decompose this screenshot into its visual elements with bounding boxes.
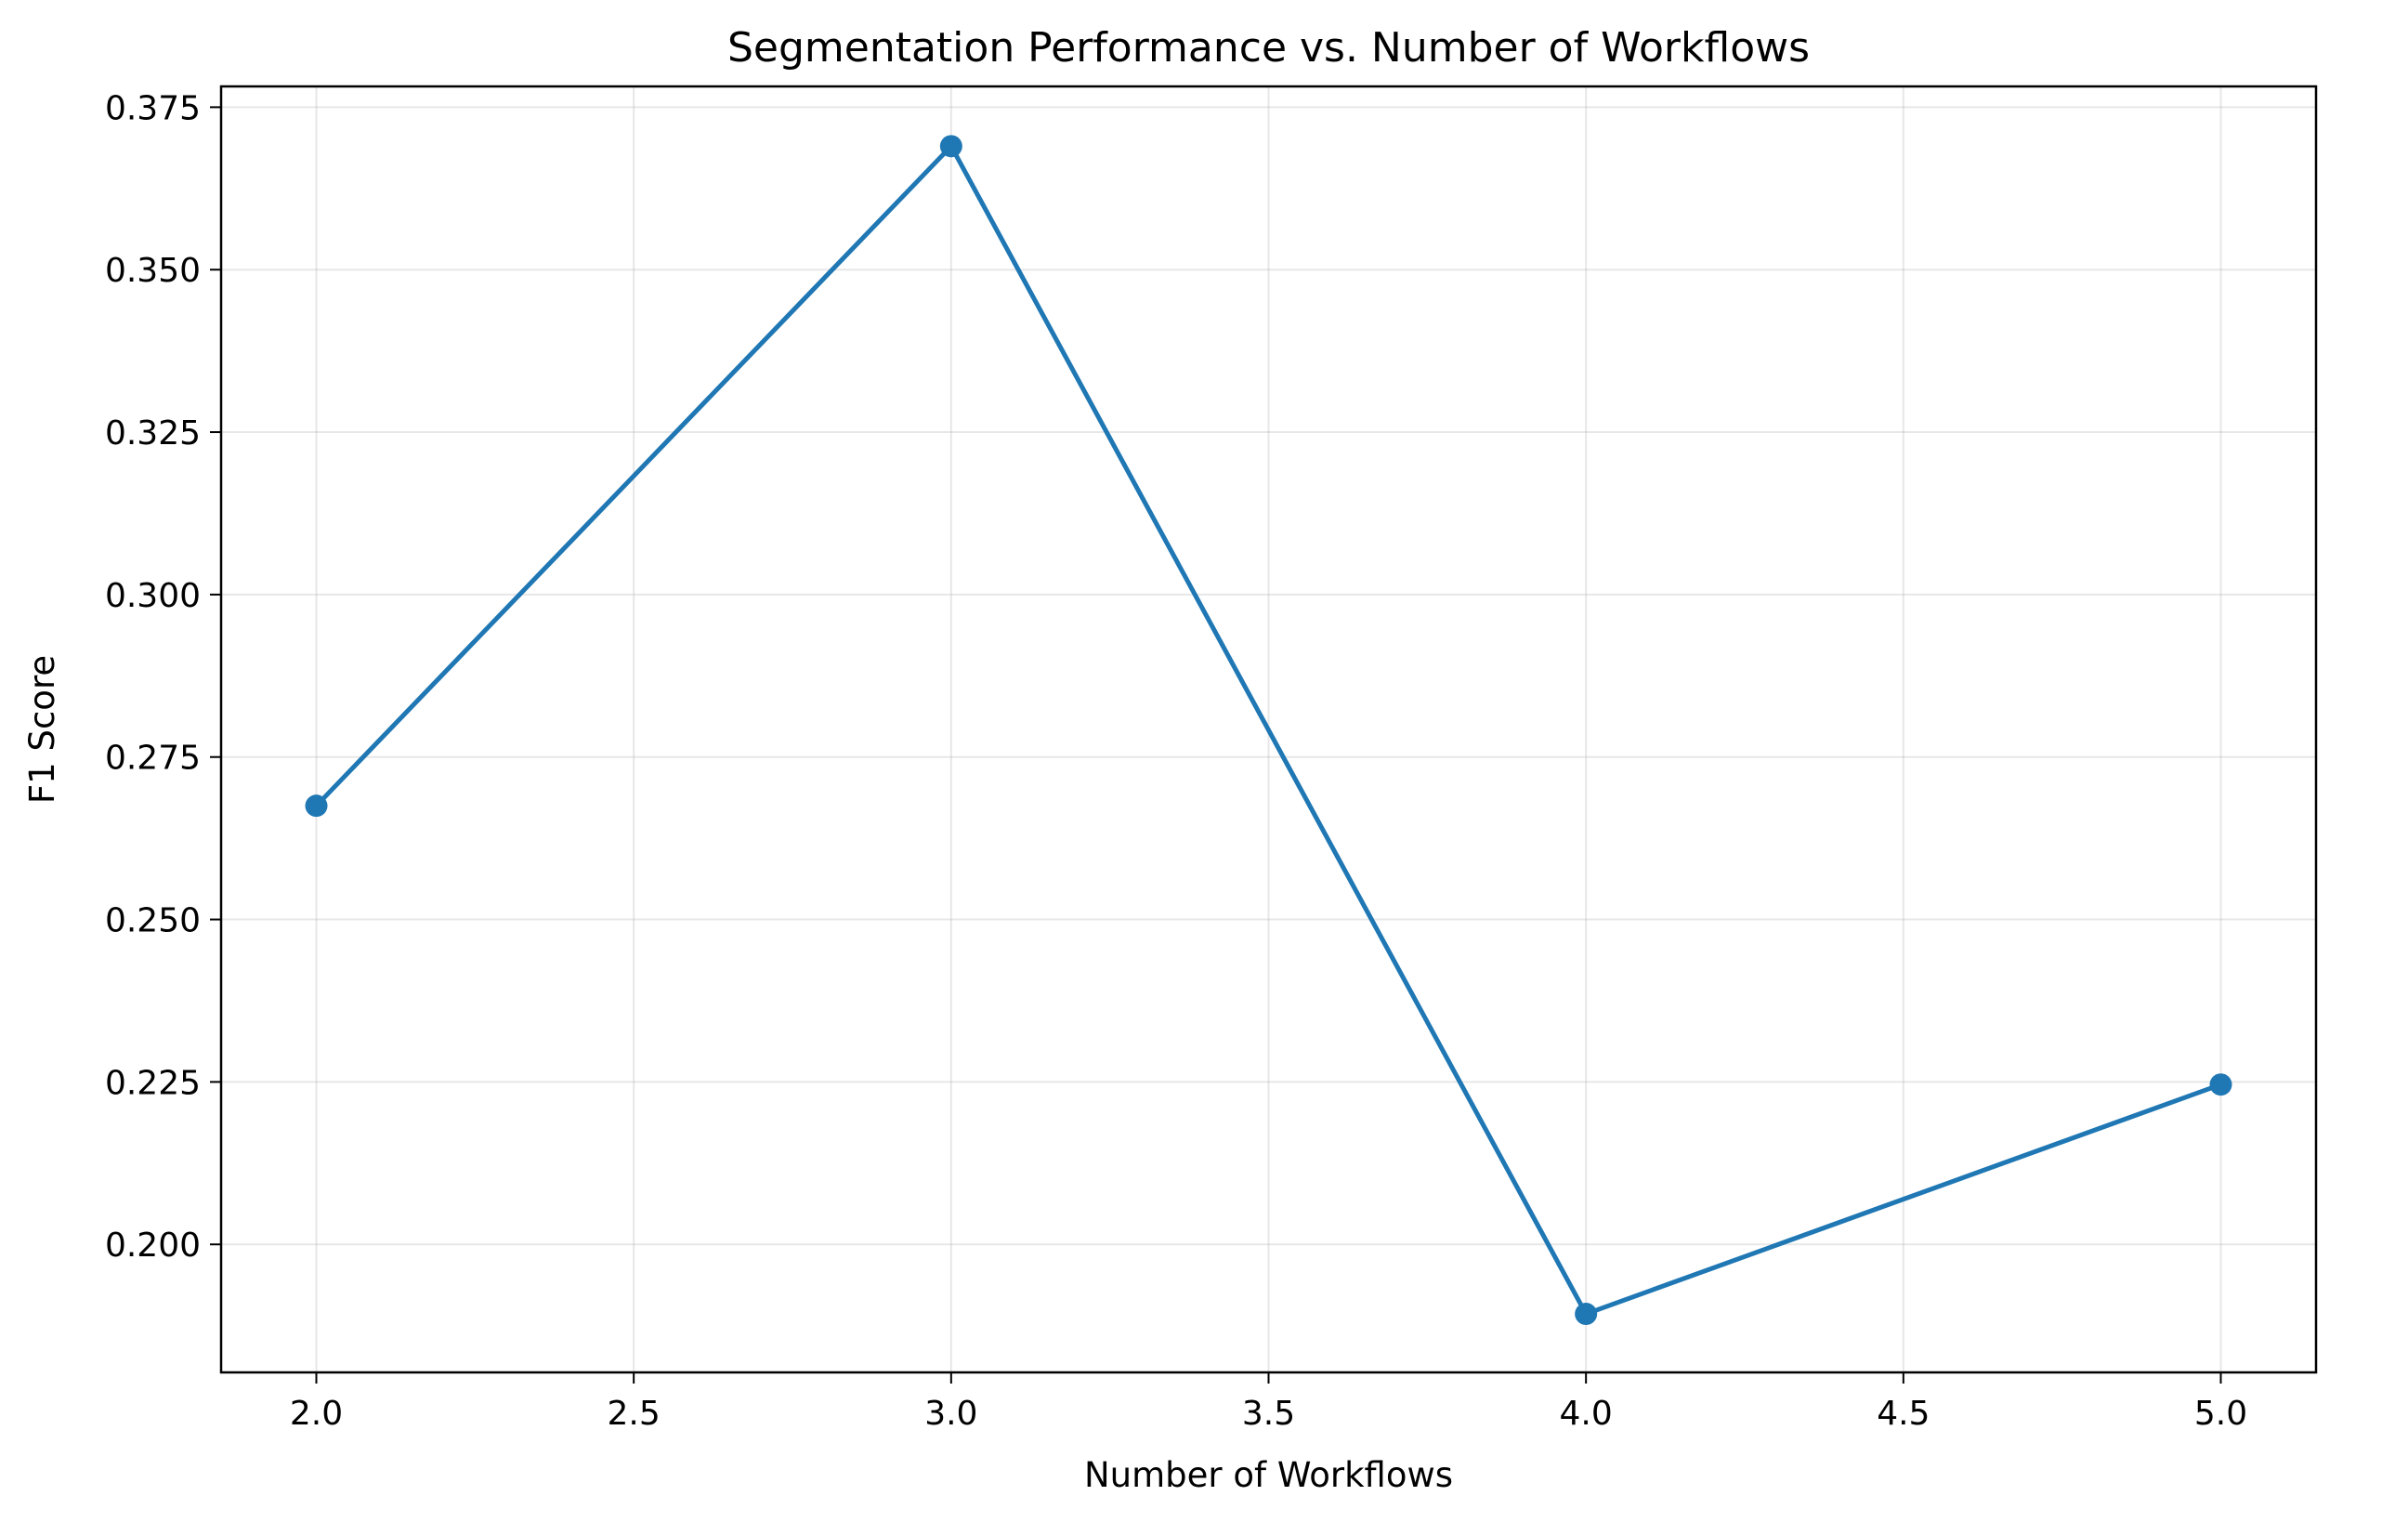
chart-title: Segmentation Performance vs. Number of W…	[727, 24, 1810, 72]
x-tick-label: 2.5	[608, 1395, 661, 1433]
data-point	[305, 794, 328, 818]
x-tick-label: 3.0	[924, 1395, 977, 1433]
x-axis-label: Number of Workflows	[1084, 1455, 1453, 1495]
y-axis-label: F1 Score	[22, 655, 62, 804]
data-point	[939, 135, 962, 158]
y-tick-label: 0.325	[105, 414, 201, 453]
x-tick-label: 4.0	[1560, 1395, 1613, 1433]
y-tick-label: 0.300	[105, 577, 201, 615]
tick-layer: 2.0 2.5 3.0 3.5 4.0 4.5 5.0 0.200 0.225 0.250 0.27…	[105, 89, 2247, 1433]
data-point	[2209, 1073, 2232, 1096]
grid-layer	[221, 86, 2316, 1372]
y-tick-label: 0.375	[105, 89, 201, 127]
y-tick-label: 0.350	[105, 252, 201, 290]
y-tick-label: 0.200	[105, 1227, 201, 1265]
series-line	[314, 143, 2223, 1317]
data-point	[1575, 1303, 1598, 1326]
y-tick-label: 0.275	[105, 740, 201, 778]
x-tick-label: 4.5	[1877, 1395, 1930, 1433]
y-tick-label: 0.250	[105, 902, 201, 940]
x-tick-label: 5.0	[2194, 1395, 2247, 1433]
y-tick-label: 0.225	[105, 1064, 201, 1102]
x-tick-label: 2.0	[290, 1395, 343, 1433]
x-tick-label: 3.5	[1242, 1395, 1295, 1433]
series-layer	[305, 135, 2232, 1326]
